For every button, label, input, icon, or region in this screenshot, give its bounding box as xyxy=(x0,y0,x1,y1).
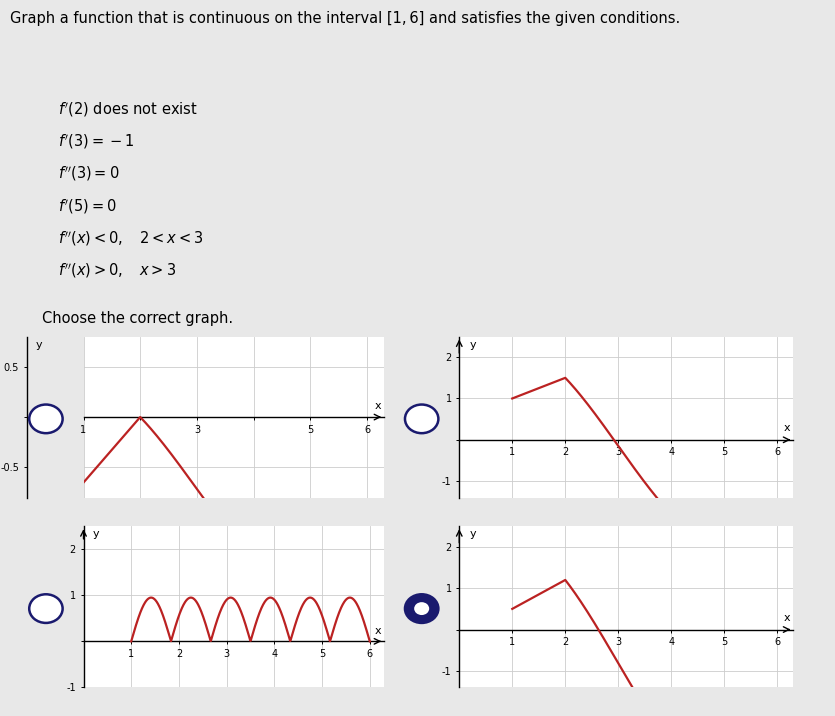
Text: y: y xyxy=(93,529,99,539)
Text: $f'(5) = 0$: $f'(5) = 0$ xyxy=(58,197,117,216)
Text: $f''(x) < 0, \quad 2 < x < 3$: $f''(x) < 0, \quad 2 < x < 3$ xyxy=(58,229,204,248)
Text: x: x xyxy=(784,423,791,433)
Text: y: y xyxy=(469,339,476,349)
Text: Graph a function that is continuous on the interval [1, 6] and satisfies the giv: Graph a function that is continuous on t… xyxy=(10,11,681,26)
Text: $f''(3) = 0$: $f''(3) = 0$ xyxy=(58,165,120,183)
Text: $f'(2)$ does not exist: $f'(2)$ does not exist xyxy=(58,100,198,119)
Text: x: x xyxy=(784,613,791,623)
Text: $f'(3) = -1$: $f'(3) = -1$ xyxy=(58,132,134,151)
Text: x: x xyxy=(375,401,382,410)
Text: x: x xyxy=(375,626,382,637)
Text: $f''(x) > 0, \quad x > 3$: $f''(x) > 0, \quad x > 3$ xyxy=(58,261,176,280)
Text: y: y xyxy=(469,529,476,539)
Text: y: y xyxy=(36,339,43,349)
Text: Choose the correct graph.: Choose the correct graph. xyxy=(42,311,233,326)
